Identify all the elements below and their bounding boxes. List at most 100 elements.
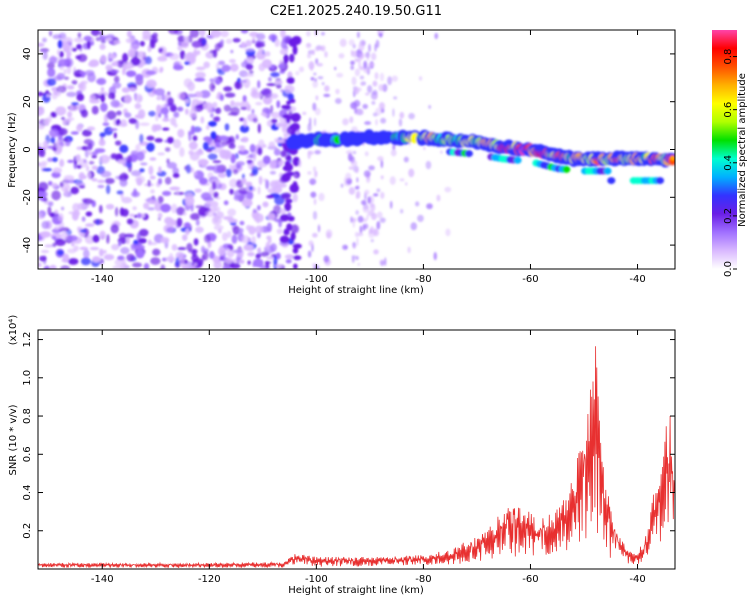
heatmap-cell <box>260 251 270 257</box>
heatmap-cell <box>338 53 345 59</box>
heatmap-cell <box>251 235 256 245</box>
heatmap-cell <box>359 52 366 59</box>
heatmap-cell <box>177 246 187 251</box>
heatmap-cell <box>160 107 169 115</box>
heatmap-cell <box>257 123 261 134</box>
heatmap-cell <box>238 79 247 83</box>
heatmap-cell <box>110 69 120 74</box>
heatmap-cell <box>345 150 353 155</box>
heatmap-cell <box>356 31 360 39</box>
heatmap-cell <box>357 232 364 237</box>
heatmap-cell <box>321 32 325 36</box>
heatmap-cell <box>111 61 119 67</box>
heatmap-cell <box>364 121 372 126</box>
heatmap-cell <box>266 83 277 87</box>
heatmap-cell <box>68 258 79 265</box>
heatmap-cell <box>513 156 522 164</box>
heatmap-cell <box>352 50 358 58</box>
heatmap-cell <box>122 52 129 63</box>
heatmap-cell <box>354 185 360 190</box>
heatmap-cell <box>370 203 376 212</box>
heatmap-cell <box>393 96 398 100</box>
heatmap-cell <box>112 265 124 269</box>
heatmap-cell <box>287 215 295 222</box>
heatmap-cell <box>283 54 289 64</box>
heatmap-cell <box>464 150 473 158</box>
heatmap-cell <box>168 30 179 35</box>
heatmap-cell <box>184 222 191 228</box>
heatmap-cell <box>135 249 145 259</box>
heatmap-cell <box>229 59 236 64</box>
heatmap-cell <box>195 149 204 156</box>
heatmap-cell <box>116 190 124 195</box>
heatmap-cell <box>192 258 204 267</box>
heatmap-cell <box>56 72 66 80</box>
heatmap-cell <box>120 247 130 255</box>
heatmap-cell <box>267 212 276 221</box>
heatmap-cell <box>87 171 92 180</box>
heatmap-cell <box>356 177 359 183</box>
heatmap-cell <box>285 198 293 204</box>
heatmap-cell <box>248 70 254 75</box>
heatmap-cell <box>61 138 69 142</box>
heatmap-y-axis-label: Frequency (Hz) <box>7 112 18 188</box>
y-tick-label: 0.8 <box>22 408 33 424</box>
heatmap-cell <box>164 147 171 152</box>
heatmap-cell <box>149 175 156 180</box>
heatmap-cell <box>375 39 380 49</box>
heatmap-cell <box>350 49 354 57</box>
heatmap-cell <box>200 116 205 124</box>
heatmap-cell <box>354 58 361 63</box>
heatmap-cell <box>275 83 282 89</box>
heatmap-cell <box>309 117 312 126</box>
heatmap-cell <box>283 229 290 236</box>
heatmap-cell <box>83 249 90 259</box>
heatmap-cell <box>428 105 432 109</box>
heatmap-cell <box>191 40 203 48</box>
heatmap-cell <box>370 52 377 61</box>
heatmap-cell <box>205 210 216 217</box>
heatmap-cell <box>314 149 321 155</box>
heatmap-cell <box>365 92 370 96</box>
heatmap-cell <box>212 49 218 58</box>
heatmap-cell <box>137 51 145 59</box>
heatmap-cell <box>364 223 369 230</box>
heatmap-cell <box>97 184 105 189</box>
heatmap-cell <box>51 190 61 201</box>
heatmap-cell <box>321 81 325 86</box>
heatmap-cell <box>266 235 272 240</box>
heatmap-cell <box>67 111 73 118</box>
heatmap-cell <box>257 186 261 195</box>
heatmap-cell <box>291 35 302 45</box>
heatmap-cell <box>119 144 129 154</box>
heatmap-cell <box>342 244 348 250</box>
heatmap-cell <box>168 53 180 61</box>
heatmap-cell <box>189 30 200 38</box>
heatmap-cell <box>50 136 56 144</box>
heatmap-cell <box>193 171 198 176</box>
heatmap-cell <box>445 228 451 237</box>
heatmap-cell <box>281 104 290 110</box>
heatmap-cell <box>98 248 104 257</box>
heatmap-cell <box>359 66 365 71</box>
heatmap-cell <box>56 249 64 256</box>
heatmap-cell <box>76 93 85 102</box>
heatmap-cell <box>130 170 142 177</box>
heatmap-cell <box>274 263 283 269</box>
heatmap-cell <box>195 219 200 226</box>
heatmap-cell <box>230 100 235 107</box>
heatmap-cell <box>269 93 279 99</box>
x-tick-label: -120 <box>198 274 221 285</box>
x-tick-label: -80 <box>415 274 431 285</box>
heatmap-cell <box>280 30 286 39</box>
heatmap-cell <box>251 165 259 175</box>
heatmap-x-axis-label: Height of straight line (km) <box>288 285 424 296</box>
heatmap-cell <box>75 55 82 60</box>
heatmap-cell <box>171 243 178 251</box>
heatmap-cell <box>270 181 280 190</box>
heatmap-cell <box>193 262 198 267</box>
heatmap-cell <box>119 178 128 187</box>
heatmap-cell <box>317 46 325 51</box>
heatmap-cell <box>118 241 122 247</box>
